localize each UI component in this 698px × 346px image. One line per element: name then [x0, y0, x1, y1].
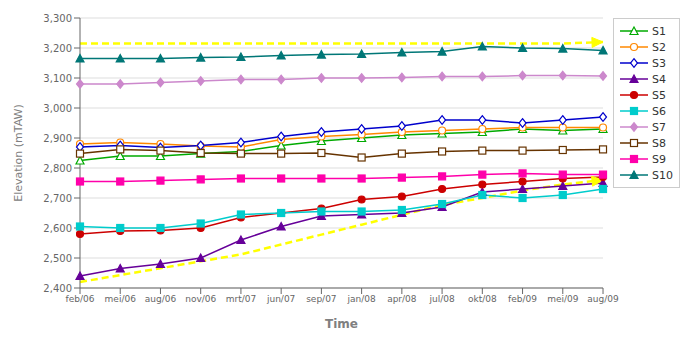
svg-text:2,500: 2,500 — [43, 253, 72, 264]
svg-text:3,100: 3,100 — [43, 73, 72, 84]
svg-text:2,400: 2,400 — [43, 283, 72, 294]
svg-text:3,300: 3,300 — [43, 13, 72, 24]
svg-text:aug/06: aug/06 — [145, 294, 177, 304]
svg-text:jan/08: jan/08 — [347, 294, 376, 304]
html-text:S7: S7 — [652, 120, 666, 134]
svg-text:sep/07: sep/07 — [306, 294, 336, 304]
svg-text:mrt/07: mrt/07 — [226, 294, 256, 304]
svg-text:2,600: 2,600 — [43, 223, 72, 234]
html-text:S6: S6 — [652, 104, 666, 118]
svg-text:aug/09: aug/09 — [587, 294, 619, 304]
html-text:S8: S8 — [652, 136, 666, 150]
svg-text:jul/08: jul/08 — [428, 294, 454, 304]
svg-text:nov/06: nov/06 — [185, 294, 216, 304]
svg-text:mei/09: mei/09 — [547, 294, 579, 304]
svg-text:Elevation (mTAW): Elevation (mTAW) — [12, 104, 25, 202]
svg-text:jun/07: jun/07 — [266, 294, 295, 304]
html-text:S10: S10 — [652, 168, 673, 182]
svg-text:okt/08: okt/08 — [468, 294, 497, 304]
html-text:S5: S5 — [652, 88, 666, 102]
svg-text:2,700: 2,700 — [43, 193, 72, 204]
svg-text:feb/06: feb/06 — [66, 294, 95, 304]
html-text:S1: S1 — [652, 24, 666, 38]
html-text:S4: S4 — [652, 72, 666, 86]
html-text:S2: S2 — [652, 40, 666, 54]
svg-text:mei/06: mei/06 — [105, 294, 137, 304]
svg-text:3,200: 3,200 — [43, 43, 72, 54]
html-text:S3: S3 — [652, 56, 666, 70]
svg-text:3,000: 3,000 — [43, 103, 72, 114]
html-text:S9: S9 — [652, 152, 666, 166]
svg-text:apr/08: apr/08 — [387, 294, 417, 304]
svg-text:2,900: 2,900 — [43, 133, 72, 144]
svg-text:feb/09: feb/09 — [508, 294, 537, 304]
svg-text:Time: Time — [325, 317, 358, 331]
svg-text:2,800: 2,800 — [43, 163, 72, 174]
